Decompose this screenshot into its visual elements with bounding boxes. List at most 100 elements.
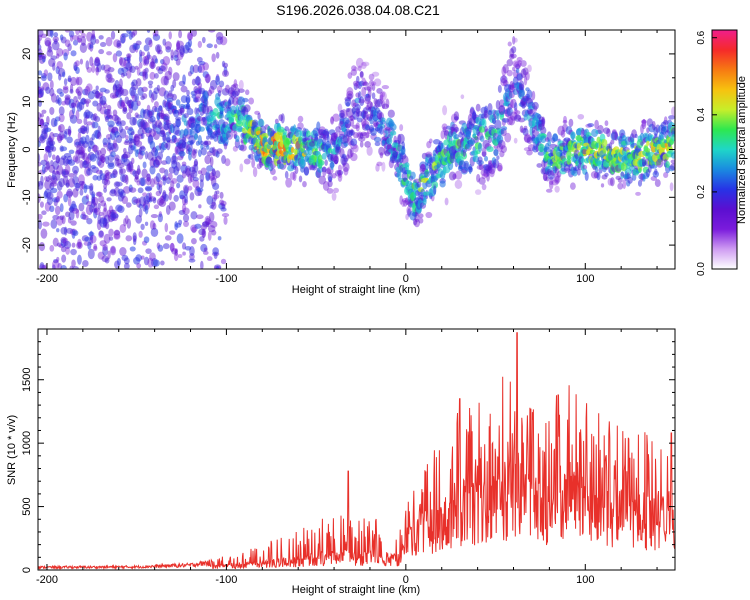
spectrogram-cell: [56, 53, 60, 59]
spectrogram-cell: [379, 152, 384, 159]
spectrogram-cell: [192, 179, 200, 188]
spectrogram-cell: [481, 151, 487, 157]
spectrogram-cell: [178, 209, 186, 215]
spectrogram-cell: [117, 86, 125, 96]
spectrogram-cell: [183, 120, 189, 126]
spectrogram-cell: [381, 103, 390, 110]
spectrogram-cell: [85, 60, 90, 70]
spectrogram-cell: [311, 162, 318, 171]
spectrogram-cell: [123, 257, 130, 265]
spectrogram-cell: [473, 136, 479, 144]
spectrogram-cell: [107, 162, 115, 170]
spectrogram-cell: [112, 168, 118, 178]
spectrogram-cell: [135, 114, 142, 119]
spectrogram-cell: [134, 170, 139, 180]
spectrogram-cell: [363, 86, 372, 91]
spectrogram-cell: [48, 58, 56, 67]
spectrogram-cell: [202, 221, 210, 228]
spectrogram-cell: [436, 163, 442, 168]
spectrogram-cell: [640, 119, 647, 124]
spectrogram-cell: [238, 144, 245, 151]
spectrogram-cell: [51, 264, 56, 269]
spectrogram-cell: [82, 214, 89, 221]
spectrogram-cell: [71, 259, 76, 268]
spectrogram-cell: [190, 30, 197, 37]
spectrogram-cell: [355, 57, 364, 68]
spectrogram-cell: [168, 201, 176, 211]
spectrogram-cell: [548, 180, 554, 190]
spectrogram-cell: [509, 53, 515, 60]
spectrogram-cell: [133, 135, 140, 146]
spectrogram-cell: [75, 30, 80, 36]
spectrogram-cell: [221, 203, 226, 210]
spectrogram-cell: [205, 171, 211, 182]
spectrogram-cell: [182, 213, 190, 223]
spectrogram-cell: [481, 118, 487, 129]
spectrogram-cell: [41, 55, 46, 63]
spectrogram-cell: [110, 151, 116, 158]
spectrogram-cell: [224, 158, 231, 167]
spectrogram-cell: [110, 173, 116, 179]
spectrogram-cell: [126, 69, 132, 79]
spectrogram-cell: [368, 73, 375, 81]
spectrogram-cell: [131, 84, 139, 91]
spectrogram-cell: [67, 196, 72, 207]
spectrogram-cell: [148, 39, 153, 48]
spectrogram-cell: [359, 141, 364, 148]
spectrogram-cell: [219, 199, 224, 206]
spectrogram-cell: [83, 98, 91, 104]
spectrogram-cell: [381, 91, 386, 98]
spectrogram-cell: [381, 100, 386, 110]
spectrogram-cell: [297, 122, 304, 130]
spectrogram-cell: [140, 132, 145, 139]
spectrogram-cell: [362, 107, 369, 115]
spectrogram-cell: [44, 309, 48, 318]
spectrogram-cell: [420, 163, 426, 172]
spectrogram-cell: [211, 229, 217, 236]
spectrogram-cell: [65, 246, 70, 255]
spectrogram-cell: [42, 221, 50, 227]
spectrogram-cell: [202, 105, 210, 115]
spectrogram-cell: [52, 36, 59, 43]
spectrogram-cell: [41, 75, 47, 82]
spectrogram-cell: [519, 125, 524, 133]
spectrogram-cell: [52, 214, 60, 220]
spectrogram-cell: [125, 202, 132, 208]
spectrogram-cell: [641, 118, 647, 130]
spectrogram-cell: [364, 95, 371, 105]
spectrogram-cell: [56, 164, 64, 176]
spectrogram-cell: [193, 158, 198, 167]
spectrogram-cell: [225, 84, 230, 93]
spectrogram-cell: [135, 140, 143, 147]
spectrogram-cell: [453, 133, 460, 140]
spectrogram-cell: [100, 147, 107, 156]
spectrogram-cell: [367, 89, 372, 98]
spectrogram-cell: [175, 99, 181, 106]
spectrogram-cell: [468, 166, 473, 171]
spectrogram-cell: [119, 128, 127, 139]
spectrogram-cell: [125, 134, 129, 140]
spectrogram-cell: [442, 105, 448, 116]
spectrogram-cell: [113, 233, 121, 240]
spectrogram-cell: [118, 87, 124, 95]
spectrogram-cell: [476, 164, 484, 170]
spectrogram-cell: [166, 140, 171, 151]
spectrogram-cell: [543, 172, 548, 182]
spectrogram-cell: [38, 118, 44, 126]
spectrogram-cell: [364, 141, 371, 148]
spectrogram-cell: [79, 58, 84, 65]
spectrogram-ytick-label: 20: [21, 48, 33, 60]
spectrogram-cell: [547, 170, 555, 180]
spectrogram-cell: [63, 52, 68, 61]
spectrogram-cell: [162, 113, 170, 123]
spectrogram-cell: [66, 289, 73, 295]
spectrogram-cell: [124, 139, 130, 144]
spectrogram-cell: [359, 132, 364, 140]
spectrogram-cell: [135, 40, 142, 46]
spectrogram-cell: [63, 15, 68, 23]
spectrogram-cell: [339, 109, 345, 118]
spectrogram-cell: [280, 113, 285, 124]
spectrogram-cell: [122, 104, 127, 112]
spectrogram-cell: [211, 197, 216, 207]
spectrogram-cell: [507, 84, 512, 90]
